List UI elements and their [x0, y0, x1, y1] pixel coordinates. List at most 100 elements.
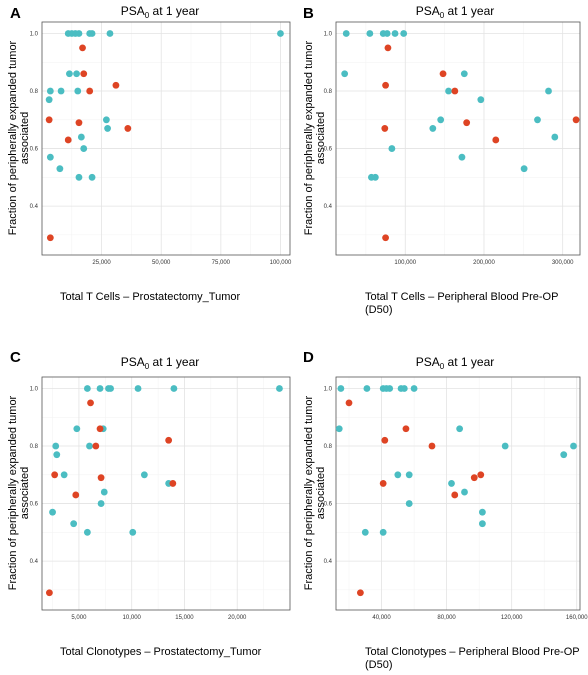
y-tick-label: 0.8: [324, 444, 333, 450]
x-tick-label: 25,000: [92, 260, 111, 266]
chart-title: PSA0 at 1 year: [121, 355, 200, 371]
y-tick-label: 0.8: [30, 444, 39, 450]
x-tick-label: 10,000: [123, 615, 142, 621]
data-point: [75, 173, 83, 181]
data-point: [335, 425, 343, 433]
y-tick-label: 1.0: [324, 387, 333, 393]
y-tick-label: 0.8: [30, 89, 39, 95]
data-point: [70, 520, 78, 528]
data-point: [384, 44, 392, 52]
data-point: [405, 471, 413, 479]
y-tick-label: 0.6: [324, 147, 333, 153]
data-point: [165, 436, 173, 444]
chart-title: PSA0 at 1 year: [416, 4, 495, 20]
x-tick-label: 100,000: [394, 260, 416, 266]
data-point: [45, 116, 53, 124]
x-tick-label: 5,000: [71, 615, 87, 621]
data-point: [276, 385, 283, 392]
data-point: [501, 442, 509, 450]
data-point: [88, 173, 96, 181]
y-axis-label: associated: [315, 467, 327, 520]
data-point: [551, 133, 559, 141]
data-point: [337, 385, 345, 392]
data-point: [107, 385, 114, 392]
data-point: [64, 136, 72, 144]
data-point: [97, 474, 105, 482]
data-point: [46, 153, 54, 161]
data-point: [429, 125, 437, 132]
data-point: [448, 480, 455, 487]
y-axis-label: Fraction of peripherally expanded tumor: [7, 40, 19, 235]
y-axis-label: Fraction of peripherally expanded tumor: [7, 395, 19, 590]
data-point: [520, 165, 528, 173]
data-point: [379, 528, 387, 536]
data-point: [92, 442, 100, 450]
data-point: [60, 471, 68, 479]
x-tick-label: 40,000: [372, 615, 391, 621]
data-point: [77, 133, 85, 141]
data-point: [134, 385, 142, 392]
data-point: [451, 87, 459, 95]
plot-frame: [41, 21, 291, 256]
data-point: [79, 44, 86, 52]
data-point: [460, 70, 468, 78]
data-point: [66, 70, 73, 78]
data-point: [80, 145, 88, 152]
data-point: [342, 30, 350, 37]
data-point: [492, 136, 500, 144]
data-point: [45, 96, 53, 104]
data-point: [439, 70, 447, 78]
y-axis-label: associated: [19, 467, 31, 520]
data-point: [388, 145, 396, 152]
data-point: [129, 528, 137, 536]
panel-letter: D: [303, 349, 314, 366]
panel-letter: C: [10, 349, 21, 366]
panel-b: 100,000 200,000 300,000 0.4 0.6 0.8 1.0 B PSA0 a…: [303, 4, 581, 316]
data-point: [366, 30, 374, 37]
y-tick-label: 0.4: [324, 204, 333, 210]
data-point: [410, 385, 418, 392]
data-point: [477, 471, 485, 479]
y-tick-label: 1.0: [30, 32, 39, 38]
panel-letter: A: [10, 5, 21, 22]
data-point: [461, 488, 468, 496]
data-point: [477, 96, 485, 104]
data-point: [400, 385, 408, 392]
y-tick-label: 0.4: [30, 204, 39, 210]
plot-frame: [335, 376, 581, 611]
data-point: [386, 385, 394, 392]
data-point: [53, 451, 61, 459]
data-point: [363, 385, 371, 392]
data-point: [479, 508, 486, 516]
y-tick-label: 0.8: [324, 89, 333, 95]
data-point: [361, 528, 369, 536]
data-point: [49, 508, 56, 516]
x-axis-label: Total T Cells – Peripheral Blood Pre-OP: [365, 291, 558, 303]
data-point: [52, 442, 60, 450]
data-point: [405, 500, 413, 507]
data-point: [479, 520, 486, 528]
data-point: [428, 442, 436, 450]
data-point: [570, 442, 577, 450]
y-tick-label: 0.6: [30, 502, 39, 508]
data-point: [74, 87, 82, 95]
x-tick-label: 50,000: [152, 260, 171, 266]
data-point: [57, 87, 65, 95]
data-point: [383, 30, 391, 37]
data-point: [112, 81, 120, 89]
data-point: [381, 436, 389, 444]
x-tick-label: 200,000: [473, 260, 495, 266]
data-point: [86, 87, 94, 95]
x-axis-label: Total Clonotypes – Prostatectomy_Tumor: [60, 646, 262, 658]
data-point: [86, 442, 93, 450]
y-axis-label: associated: [19, 112, 31, 165]
x-axis-label: (D50): [365, 304, 393, 316]
chart-title: PSA0 at 1 year: [416, 355, 495, 371]
data-point: [46, 87, 54, 95]
data-point: [73, 70, 80, 78]
data-point: [80, 70, 88, 78]
data-point: [46, 234, 54, 242]
x-tick-label: 300,000: [552, 260, 574, 266]
plot-frame: [41, 376, 291, 611]
